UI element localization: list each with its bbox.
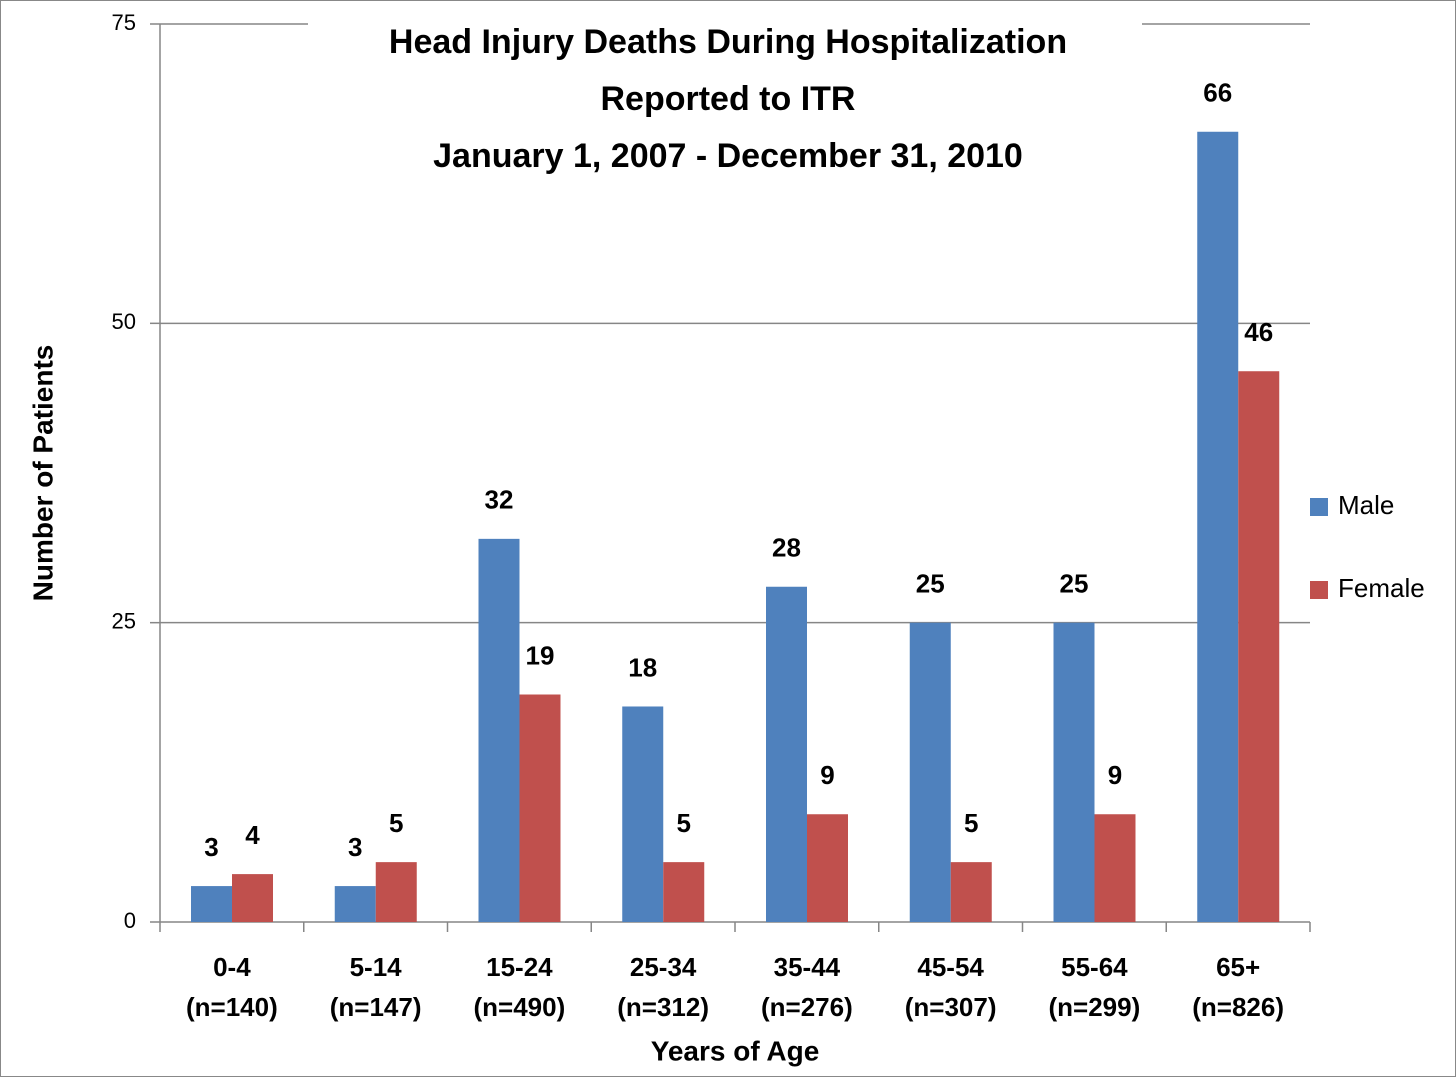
data-label: 18 [628, 652, 657, 682]
bar [663, 862, 705, 922]
y-tick-label: 50 [112, 309, 136, 334]
bar [334, 886, 376, 922]
data-label: 28 [772, 533, 801, 563]
data-label: 9 [1108, 760, 1122, 790]
data-label: 3 [348, 832, 362, 862]
x-tick-label: (n=312) [617, 992, 709, 1022]
chart-title: Reported to ITR [601, 80, 856, 118]
x-tick-label: (n=299) [1048, 992, 1140, 1022]
legend-swatch [1310, 581, 1328, 599]
data-label: 66 [1203, 78, 1232, 108]
data-label: 9 [820, 760, 834, 790]
legend-swatch [1310, 498, 1328, 516]
bar [191, 886, 232, 922]
x-tick-label: 45-54 [917, 952, 984, 982]
bar [807, 814, 848, 922]
x-tick-label: 35-44 [774, 952, 841, 982]
legend-label: Male [1338, 490, 1394, 520]
x-tick-label: (n=140) [186, 992, 278, 1022]
chart-title: Head Injury Deaths During Hospitalizatio… [389, 23, 1067, 61]
x-tick-label: (n=490) [473, 992, 565, 1022]
data-label: 25 [916, 569, 945, 599]
x-tick-label: (n=307) [905, 992, 997, 1022]
bar [375, 862, 417, 922]
x-tick-label: (n=147) [330, 992, 422, 1022]
y-tick-label: 0 [124, 908, 136, 933]
bar [519, 694, 561, 922]
bar [909, 622, 951, 922]
chart-title: January 1, 2007 - December 31, 2010 [433, 137, 1023, 175]
data-label: 5 [389, 808, 403, 838]
bar [1197, 131, 1239, 922]
bar [1238, 371, 1280, 922]
y-tick-label: 75 [112, 10, 136, 35]
data-label: 4 [245, 820, 260, 850]
bar [1094, 814, 1136, 922]
data-label: 5 [964, 808, 978, 838]
data-label: 3 [204, 832, 218, 862]
bar [232, 874, 273, 922]
bar [950, 862, 992, 922]
data-label: 32 [485, 485, 514, 515]
x-tick-label: 55-64 [1061, 952, 1128, 982]
x-axis-label: Years of Age [651, 1035, 820, 1066]
bar [622, 706, 664, 922]
data-label: 5 [677, 808, 691, 838]
x-tick-label: (n=826) [1192, 992, 1284, 1022]
x-tick-label: 0-4 [213, 952, 251, 982]
y-axis-label: Number of Patients [27, 345, 58, 602]
y-tick-label: 25 [112, 608, 136, 633]
legend-label: Female [1338, 573, 1425, 603]
x-tick-label: (n=276) [761, 992, 853, 1022]
bar [766, 586, 807, 922]
x-tick-label: 15-24 [486, 952, 553, 982]
data-label: 19 [526, 640, 555, 670]
bar [478, 538, 520, 922]
data-label: 46 [1244, 317, 1273, 347]
title-background [308, 10, 1142, 190]
bar [1053, 622, 1095, 922]
data-label: 25 [1060, 569, 1089, 599]
x-tick-label: 5-14 [350, 952, 403, 982]
x-tick-label: 25-34 [630, 952, 697, 982]
x-tick-label: 65+ [1216, 952, 1260, 982]
